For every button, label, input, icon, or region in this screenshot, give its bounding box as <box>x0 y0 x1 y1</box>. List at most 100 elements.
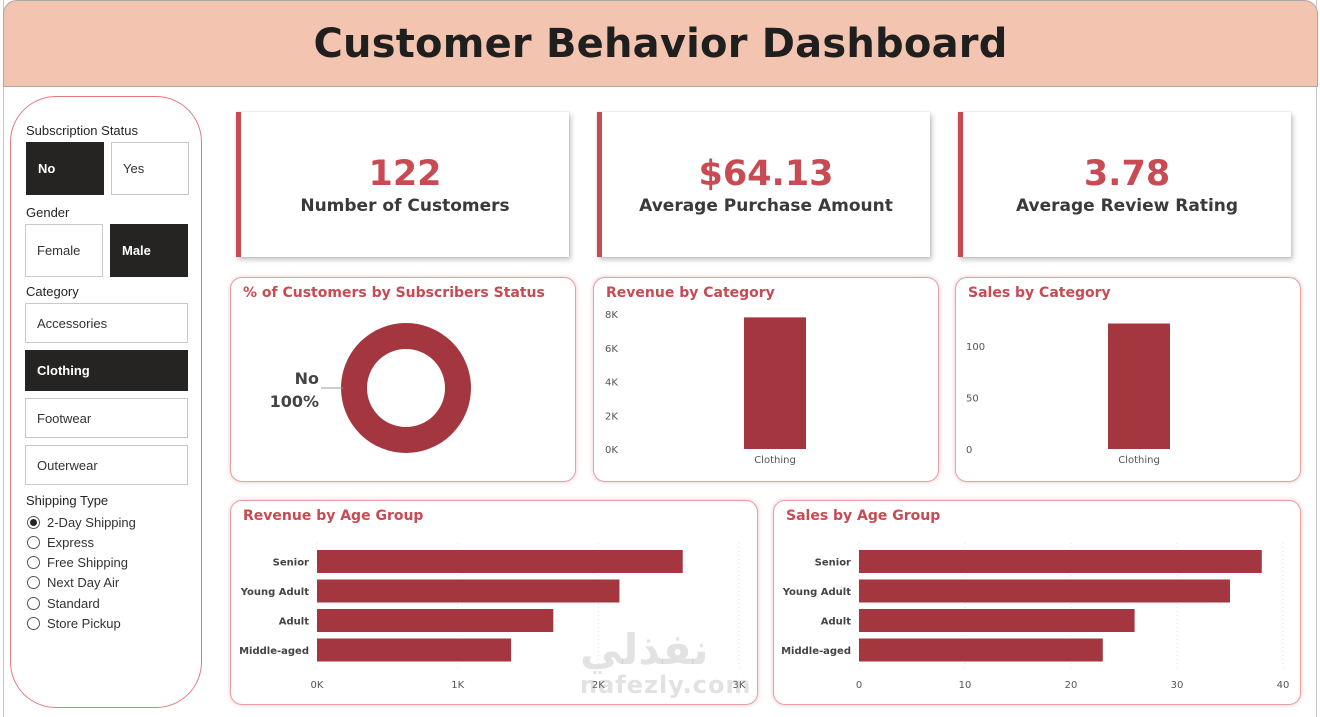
kpi-label: Average Purchase Amount <box>639 195 893 216</box>
kpi-card-avg-rating: 3.78 Average Review Rating <box>958 112 1291 257</box>
sales-by-category-card: Sales by Category 0 50 100 Clothing <box>955 277 1301 482</box>
x-tick-label: Clothing <box>754 455 796 466</box>
bar-young-adult <box>317 579 620 603</box>
gender-slicer-title: Gender <box>26 205 70 220</box>
y-tick-label: 2K <box>605 411 618 422</box>
kpi-card-avg-purchase: $64.13 Average Purchase Amount <box>597 112 930 257</box>
y-tick-label: 8K <box>605 310 618 321</box>
kpi-label: Average Review Rating <box>1015 195 1239 216</box>
shipping-option-label: Express <box>47 535 94 550</box>
x-tick-label: 0K <box>311 680 324 691</box>
shipping-option-label: 2-Day Shipping <box>47 515 136 530</box>
donut-slice-no <box>341 323 471 453</box>
chart-title: Revenue by Category <box>606 285 775 301</box>
shipping-option-next-day-air[interactable]: Next Day Air <box>27 575 119 590</box>
x-tick-label: 40 <box>1277 680 1290 691</box>
chart-svg: 0K 2K 4K 6K 8K Clothing <box>605 310 806 466</box>
x-tick-label: 1K <box>451 680 464 691</box>
radio-icon <box>27 516 40 529</box>
page-title: Customer Behavior Dashboard <box>313 20 1008 67</box>
y-category-label: Adult <box>821 617 851 628</box>
y-tick-label: 6K <box>605 344 618 355</box>
kpi-card-customers: 122 Number of Customers <box>236 112 569 257</box>
y-category-label: Senior <box>273 558 309 569</box>
bar-senior <box>317 550 683 573</box>
bar-adult <box>859 609 1135 632</box>
donut-slice-label: No <box>295 369 319 388</box>
y-category-label: Senior <box>815 558 851 569</box>
sales-by-age-card: Sales by Age Group 0 10 20 30 40 Senior Young … <box>773 500 1301 705</box>
x-tick-label: 2K <box>592 680 605 691</box>
watermark-arabic: نفذلي <box>580 625 709 674</box>
subscription-option-no[interactable]: No <box>26 142 104 195</box>
kpi-label: Number of Customers <box>300 195 510 216</box>
y-tick-label: 0K <box>605 445 618 456</box>
x-tick-label: 10 <box>959 680 972 691</box>
chart-svg: 0K 1K 2K 3K Senior Young Adult Adult Middle-age… <box>239 543 746 691</box>
category-option-accessories[interactable]: Accessories <box>25 303 188 343</box>
chart-svg: 0 50 100 Clothing <box>966 323 1170 466</box>
donut-slice-value-label: 100% <box>270 392 319 411</box>
chart-title: % of Customers by Subscribers Status <box>243 285 545 301</box>
y-category-label: Middle-aged <box>239 646 309 657</box>
radio-icon <box>27 536 40 549</box>
revenue-by-age-card: Revenue by Age Group 0K 1K 2K 3K Senior Young… <box>230 500 758 705</box>
y-category-label: Middle-aged <box>781 646 851 657</box>
y-tick-label: 4K <box>605 378 618 389</box>
chart-title: Sales by Age Group <box>786 508 941 524</box>
chart-svg: 0 10 20 30 40 Senior Young Adult Adult Middle-ag… <box>781 543 1290 691</box>
x-tick-label: Clothing <box>1118 455 1160 466</box>
bar-adult <box>317 609 554 632</box>
header-banner: Customer Behavior Dashboard <box>3 0 1318 87</box>
x-tick-label: 20 <box>1065 680 1078 691</box>
y-tick-label: 0 <box>966 445 972 456</box>
radio-icon <box>27 556 40 569</box>
shipping-option-label: Next Day Air <box>47 575 120 590</box>
revenue-by-category-card: Revenue by Category 0K 2K 4K 6K 8K Clothing <box>593 277 939 482</box>
category-option-clothing[interactable]: Clothing <box>25 350 188 391</box>
page-frame <box>3 0 1317 717</box>
category-option-outerwear[interactable]: Outerwear <box>25 445 188 485</box>
gender-option-male[interactable]: Male <box>110 224 188 277</box>
watermark-latin: nafezly.com <box>580 671 752 699</box>
category-slicer-title: Category <box>26 284 79 299</box>
shipping-option-standard[interactable]: Standard <box>27 596 100 611</box>
shipping-option-label: Store Pickup <box>47 616 121 631</box>
kpi-value: 3.78 <box>1083 153 1171 194</box>
bar-middle-aged <box>859 638 1103 662</box>
shipping-option-store-pickup[interactable]: Store Pickup <box>27 616 121 631</box>
radio-icon <box>27 617 40 630</box>
x-tick-label: 3K <box>733 680 746 691</box>
subscription-slicer-title: Subscription Status <box>26 123 139 138</box>
kpi-value: $64.13 <box>698 153 834 194</box>
shipping-option-label: Free Shipping <box>47 555 128 570</box>
radio-icon <box>27 597 40 610</box>
x-tick-label: 30 <box>1171 680 1184 691</box>
y-tick-label: 50 <box>966 394 979 405</box>
shipping-option-label: Standard <box>47 596 100 611</box>
y-category-label: Young Adult <box>240 587 310 598</box>
shipping-option-express[interactable]: Express <box>27 535 94 550</box>
shipping-slicer-title: Shipping Type <box>26 493 109 508</box>
bar-clothing <box>744 317 806 449</box>
chart-title: Sales by Category <box>968 285 1111 301</box>
watermark-logo: نفذلي nafezly.com <box>580 625 752 699</box>
bar-middle-aged <box>317 638 512 662</box>
bar-senior <box>859 550 1262 573</box>
shipping-option-2day[interactable]: 2-Day Shipping <box>27 515 136 530</box>
y-category-label: Adult <box>279 617 309 628</box>
category-option-footwear[interactable]: Footwear <box>25 398 188 438</box>
subscriber-donut-card: % of Customers by Subscribers Status No 1… <box>230 277 576 482</box>
gender-option-female[interactable]: Female <box>25 224 103 277</box>
subscription-option-yes[interactable]: Yes <box>111 142 189 195</box>
y-tick-label: 100 <box>966 342 985 353</box>
chart-svg: No 100% <box>270 323 471 453</box>
filter-panel <box>10 96 202 708</box>
x-tick-label: 0 <box>856 680 862 691</box>
chart-title: Revenue by Age Group <box>243 508 424 524</box>
y-category-label: Young Adult <box>782 587 852 598</box>
kpi-value: 122 <box>368 153 442 194</box>
shipping-option-free[interactable]: Free Shipping <box>27 555 128 570</box>
radio-icon <box>27 576 40 589</box>
bar-young-adult <box>859 579 1230 603</box>
